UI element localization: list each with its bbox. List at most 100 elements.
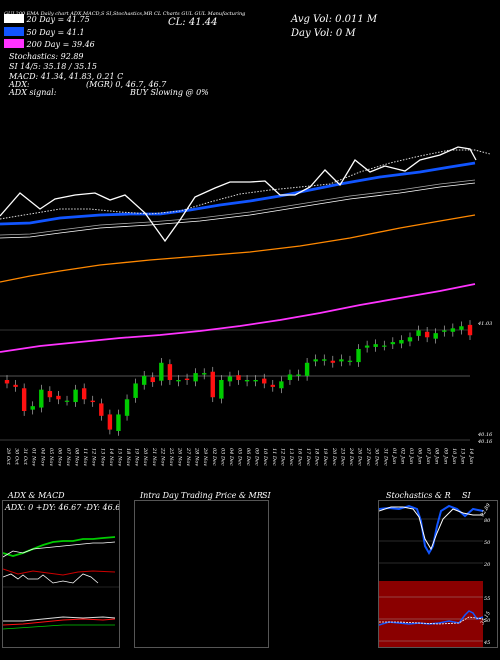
date-tick-label: 31 Oct (22, 448, 28, 466)
candle-body (382, 345, 387, 347)
date-tick-label: 19 Nov (134, 448, 140, 466)
candle-body (150, 377, 155, 383)
price-label-41: 41.03 (478, 321, 493, 327)
ema100-line (0, 214, 476, 283)
chart-top-line: GUL200 EMA Daily chart ADX,MACD,S SI,Sto… (4, 11, 246, 17)
candle-body (30, 406, 35, 410)
date-tick-label: 13 Dec (288, 448, 294, 466)
plus-di-line (3, 536, 116, 557)
stoch-value: 92.89 (480, 502, 493, 518)
date-tick-label: 01 Jan (391, 448, 397, 464)
stoch-tick-50: 50 (484, 540, 491, 546)
candle-body (373, 344, 378, 347)
date-tick-label: 28 Nov (194, 447, 200, 466)
date-tick-label: 05 Nov (48, 448, 54, 466)
price-label-40-b: 40.16 (478, 439, 493, 445)
ema20-swatch (4, 14, 24, 23)
adx-inner-label: ADX: 0 +DY: 46.67 -DY: 46.67 (5, 503, 120, 512)
candle-body (442, 330, 447, 332)
date-tick-label: 26 Dec (357, 447, 363, 466)
candle-body (296, 374, 301, 376)
candle-body (244, 380, 250, 382)
candle-body (167, 364, 173, 380)
close-label: CL: 41.44 (168, 17, 218, 28)
intraday-panel (134, 500, 269, 648)
si-signal-line (379, 616, 484, 625)
ema200-legend: 200 Day = 39.46 (4, 39, 95, 49)
candle-body (81, 388, 87, 400)
candle-body (347, 360, 353, 362)
candle-body (424, 331, 430, 338)
candle-body (236, 375, 241, 380)
minus-di-line (3, 568, 116, 576)
adx-panel: ADX: 0 +DY: 46.67 -DY: 46.67 (2, 500, 120, 648)
price-line (0, 146, 477, 243)
date-tick-label: 02 Jan (399, 448, 405, 464)
stoch-tick-20: 20 (483, 562, 491, 568)
candle-body (356, 349, 361, 363)
date-tick-label: 24 Dec (348, 447, 354, 466)
candle-body (262, 378, 267, 384)
si-line (379, 610, 484, 626)
candle-body (219, 380, 224, 399)
candle-body (364, 345, 370, 348)
date-tick-label: 03 Dec (219, 448, 225, 466)
date-tick-label: 07 Jan (425, 448, 431, 464)
date-tick-label: 01 Nov (31, 448, 37, 466)
date-tick-label: 18 Nov (125, 448, 131, 466)
candle-body (13, 384, 18, 387)
candle-body (270, 384, 275, 387)
date-tick-label: 29 Nov (202, 447, 208, 466)
candle-body (133, 383, 138, 398)
candle-body (279, 381, 284, 389)
date-tick-label: 25 Nov (168, 447, 174, 466)
si-tick-50: 50 (484, 618, 491, 624)
price-label-40-a: 40.16 (478, 432, 493, 438)
date-tick-label: 10 Dec (262, 448, 268, 466)
candle-body (304, 362, 310, 376)
date-tick-label: 12 Nov (91, 448, 97, 466)
date-tick-label: 20 Nov (142, 447, 148, 466)
date-tick-label: 27 Dec (365, 447, 371, 466)
date-tick-label: 09 Jan (442, 448, 448, 464)
candle-body (202, 373, 207, 375)
date-tick-label: 19 Dec (322, 448, 328, 466)
ema200-line (0, 283, 476, 353)
candle-body (313, 359, 318, 362)
ema20-label: 20 Day = 41.75 (26, 15, 90, 24)
stoch-panel-si: SI (462, 491, 471, 500)
main-chart: 29 Oct 30 Oct 31 Oct 01 Nov 04 Nov 05 Nov 06 N… (0, 146, 491, 466)
adx-signal-readout: ADX signal: (9, 88, 57, 97)
date-tick-label: 18 Dec (314, 448, 320, 466)
day-vol: Day Vol: 0 M (291, 28, 356, 39)
candle-body (253, 380, 258, 382)
candle-body (450, 328, 456, 332)
ema50-swatch (4, 27, 24, 36)
date-tick-label: 04 Nov (39, 448, 45, 466)
ema20-legend: 20 Day = 41.75 (4, 14, 90, 24)
date-tick-label: 03 Jan (408, 448, 414, 464)
adx-macd-title: ADX & MACD (8, 491, 65, 500)
date-tick-label: 16 Dec (297, 448, 303, 466)
candle-body (4, 380, 10, 384)
candle-body (176, 380, 181, 382)
date-tick-label: 14 Nov (108, 448, 114, 466)
candle-body (21, 388, 27, 411)
date-tick-label: 15 Nov (116, 448, 122, 466)
candlestick-series (4, 320, 473, 436)
adx-dots-line (3, 573, 99, 584)
date-tick-label: 10 Jan (451, 448, 457, 464)
date-tick-label: 11 Nov (82, 448, 88, 466)
date-tick-label: 23 Dec (339, 447, 345, 466)
avg-vol: Avg Vol: 0.011 M (291, 14, 378, 25)
candle-body (330, 360, 336, 363)
stoch-svg: 80 50 20 55 50 45 92.89 35.15 (379, 502, 493, 647)
date-tick-label: 08 Nov (74, 448, 80, 466)
candle-body (47, 391, 53, 398)
candle-body (390, 342, 396, 345)
date-tick-label: 17 Dec (305, 448, 311, 466)
date-tick-label: 30 Oct (14, 448, 20, 466)
candle-body (416, 330, 421, 336)
stoch-k-line (379, 504, 484, 556)
date-tick-label: 09 Dec (254, 448, 260, 466)
